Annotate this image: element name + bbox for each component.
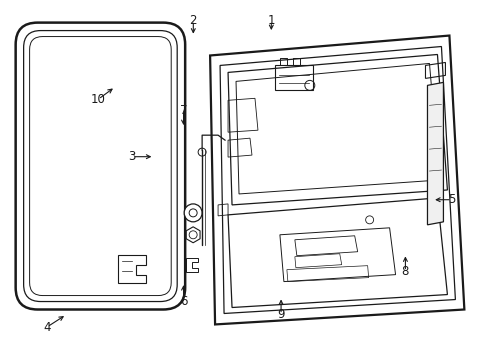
Text: 6: 6 (180, 296, 187, 309)
Text: 3: 3 (128, 150, 136, 163)
Text: 10: 10 (91, 93, 105, 106)
Circle shape (184, 204, 202, 222)
Circle shape (198, 148, 205, 156)
Text: 8: 8 (401, 265, 408, 278)
Text: 4: 4 (43, 320, 51, 333)
Text: 9: 9 (277, 308, 284, 321)
Polygon shape (427, 82, 443, 225)
Polygon shape (118, 255, 146, 283)
Text: 7: 7 (180, 104, 187, 117)
Text: 2: 2 (189, 14, 197, 27)
Text: 5: 5 (447, 193, 454, 206)
Polygon shape (186, 227, 200, 243)
Text: 1: 1 (267, 14, 275, 27)
